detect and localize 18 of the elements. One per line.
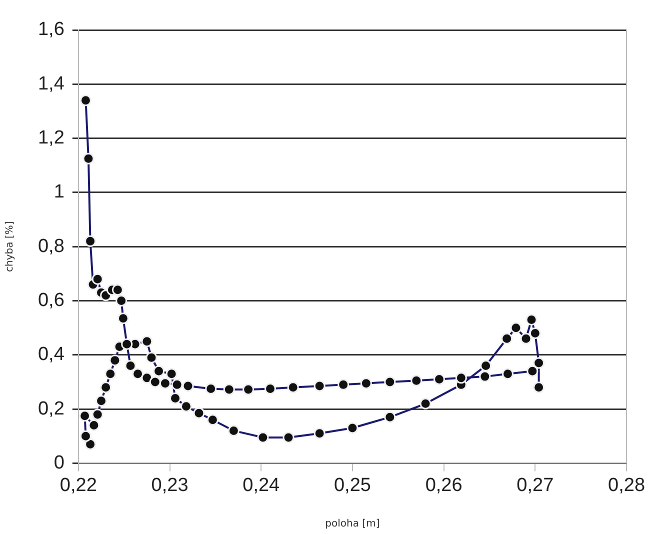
x-tick-label: 0,28: [608, 474, 645, 496]
y-tick-label: 1,4: [38, 73, 65, 94]
y-axis-title: chyba [%]: [4, 221, 16, 272]
x-tick-label: 0,25: [334, 474, 371, 496]
y-tick-label: 0,2: [38, 398, 64, 420]
y-tick-label: 1,2: [38, 128, 64, 149]
x-tick-label: 0,22: [60, 474, 97, 496]
x-tick-label: 0,23: [151, 474, 188, 496]
y-tick-label: 1: [54, 182, 64, 203]
y-tick-label: 0,8: [38, 236, 64, 257]
y-tick-label: 0: [54, 452, 64, 474]
y-tick-label: 1,6: [38, 19, 64, 40]
x-tick-label: 0,24: [242, 474, 280, 496]
x-axis-title: poloha [m]: [325, 518, 380, 530]
y-tick-label: 0,6: [38, 290, 64, 311]
x-tick-label: 0,26: [425, 474, 462, 496]
x-tick-label: 0,27: [516, 474, 554, 496]
y-tick-label: 0,4: [38, 344, 65, 366]
